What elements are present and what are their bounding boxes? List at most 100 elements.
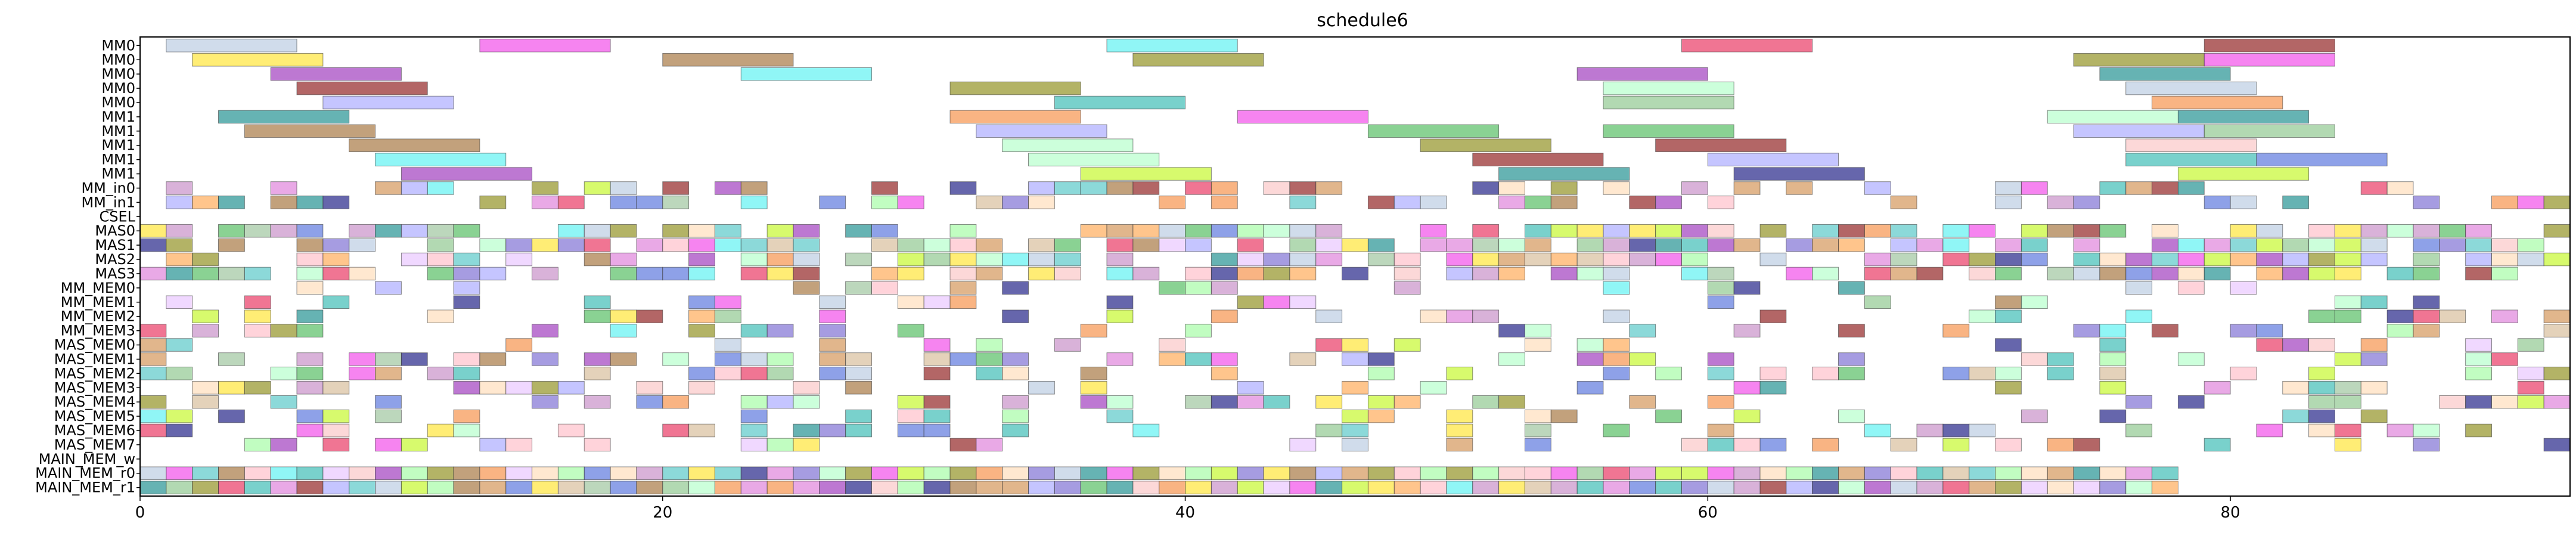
gantt-bar (1159, 224, 1186, 238)
gantt-bar (2360, 338, 2388, 352)
gantt-bar (1028, 153, 1160, 166)
gantt-bar (2073, 196, 2100, 209)
gantt-bar (1211, 196, 1238, 209)
gantt-bar (1446, 481, 1473, 494)
gantt-bar (793, 481, 820, 494)
gantt-bar (1002, 196, 1029, 209)
gantt-bar (296, 309, 324, 323)
x-tick-label: 80 (2221, 504, 2240, 522)
gantt-bar (2282, 267, 2310, 281)
gantt-bar (740, 181, 768, 195)
gantt-bar (375, 224, 402, 238)
gantt-bar (2099, 466, 2127, 481)
gantt-bar (2465, 367, 2492, 380)
gantt-bar (2125, 138, 2257, 152)
gantt-bar (1655, 367, 1682, 380)
x-tick-labels: 0 20 40 60 80 (135, 496, 2240, 522)
gantt-bar (610, 224, 637, 238)
gantt-bar (819, 295, 846, 309)
gantt-bar (1864, 252, 1891, 267)
gantt-bar (2256, 238, 2283, 252)
gantt-bar (1629, 481, 1656, 494)
gantt-bar (2047, 352, 2074, 366)
gantt-bar (1106, 238, 1134, 252)
gantt-bar (349, 367, 376, 380)
y-tick-label: MAS_MEM5 (54, 408, 135, 425)
gantt-bar (2491, 352, 2518, 366)
gantt-bar (139, 367, 167, 380)
y-tick-label: MAS0 (95, 222, 135, 239)
gantt-bar (2099, 67, 2231, 81)
gantt-bar (2125, 395, 2153, 409)
gantt-bar (610, 252, 637, 267)
gantt-bar (2360, 224, 2388, 238)
gantt-bar (322, 295, 350, 309)
gantt-bar (2203, 39, 2335, 52)
gantt-bar (1995, 181, 2022, 195)
gantt-bar (2177, 267, 2205, 281)
gantt-bar (1446, 267, 1473, 281)
gantt-bar (1080, 367, 1107, 380)
gantt-bar (688, 381, 715, 395)
gantt-bar (2491, 252, 2518, 267)
gantt-bar (322, 238, 350, 252)
gantt-bar (2308, 395, 2335, 409)
y-tick-label: MM_MEM1 (61, 294, 135, 311)
gantt-bar (505, 481, 533, 494)
gantt-bar (1420, 481, 1447, 494)
gantt-bar (1524, 338, 1551, 352)
gantt-bar (1838, 324, 1865, 337)
gantt-bar (976, 124, 1107, 138)
y-tick-label: MAS_MEM7 (54, 436, 135, 453)
gantt-bar (2021, 409, 2048, 423)
y-tick-label: MM_MEM3 (61, 323, 135, 339)
gantt-bar (845, 466, 872, 481)
gantt-bar (1498, 267, 1525, 281)
gantt-bar (1132, 466, 1160, 481)
gantt-bar (1080, 181, 1107, 195)
gantt-bar (1263, 481, 1290, 494)
gantt-bar (1315, 224, 1343, 238)
gantt-bar (1550, 181, 1578, 195)
gantt-bar (1995, 338, 2022, 352)
gantt-bar (1498, 167, 1630, 181)
gantt-bar (166, 196, 193, 209)
gantt-bar (740, 352, 768, 366)
gantt-bar (1028, 381, 1055, 395)
gantt-bar (2386, 309, 2414, 323)
gantt-bar (192, 466, 219, 481)
gantt-bar (1550, 466, 1578, 481)
gantt-bar (1002, 281, 1029, 295)
gantt-bar (662, 196, 690, 209)
gantt-bar (192, 196, 219, 209)
gantt-bar (2465, 395, 2492, 409)
gantt-bar (1733, 481, 1761, 494)
gantt-bar (244, 309, 271, 323)
gantt-bar (793, 267, 820, 281)
gantt-bar (453, 252, 480, 267)
gantt-bar (1786, 481, 1813, 494)
gantt-bar (479, 481, 507, 494)
gantt-bar (1498, 352, 1525, 366)
gantt-bar (819, 309, 846, 323)
gantt-bar (349, 481, 376, 494)
gantt-bar (1289, 181, 1317, 195)
gantt-bar (1342, 466, 1368, 481)
gantt-bar (427, 238, 454, 252)
gantt-bar (1707, 367, 1734, 380)
gantt-bar (584, 181, 611, 195)
y-tick-label: MAS_MEM6 (54, 422, 135, 439)
gantt-bar (2203, 196, 2231, 209)
gantt-bar (1315, 238, 1343, 252)
gantt-bar (1733, 167, 1865, 181)
gantt-bar (2517, 252, 2544, 267)
gantt-bar (2021, 252, 2048, 267)
gantt-bar (766, 367, 794, 380)
gantt-bar (1342, 267, 1368, 281)
gantt-bar (296, 481, 324, 494)
gantt-bar (479, 267, 507, 281)
gantt-bar (2334, 352, 2361, 366)
gantt-bar (2465, 267, 2492, 281)
gantt-bar (1263, 252, 1290, 267)
gantt-bar (1524, 409, 1551, 423)
